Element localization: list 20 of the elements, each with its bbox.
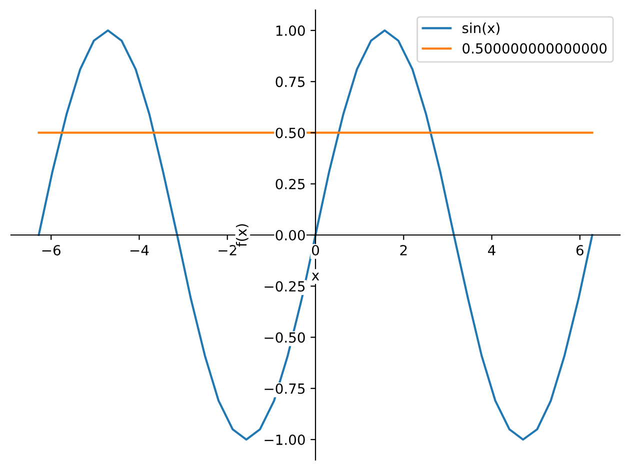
x-axis-title: x <box>312 272 320 280</box>
x-tick-label: 2 <box>400 244 407 256</box>
legend-label: 0.500000000000000 <box>462 43 607 54</box>
x-tick-label: −6 <box>42 244 60 256</box>
y-axis-title: f(x) <box>236 224 248 247</box>
y-tick-label: −0.75 <box>264 383 305 394</box>
y-tick-label: −0.25 <box>264 281 305 292</box>
y-tick-label: 0.75 <box>276 76 305 88</box>
x-tick-label: 6 <box>576 244 584 256</box>
y-tick-label: −1.00 <box>264 434 305 446</box>
legend-label: sin(x) <box>462 22 500 35</box>
y-tick-label: 1.00 <box>276 25 305 36</box>
x-tick-label: −2 <box>218 244 236 256</box>
x-tick-label: −4 <box>130 245 149 256</box>
x-tick-label: 4 <box>488 245 496 256</box>
y-tick-label: 0.50 <box>276 128 305 138</box>
x-tick-label: 0 <box>312 244 319 256</box>
y-tick-label: 0.25 <box>276 178 305 190</box>
y-tick-label: 0.00 <box>276 230 305 240</box>
y-tick-label: −0.50 <box>264 332 305 343</box>
